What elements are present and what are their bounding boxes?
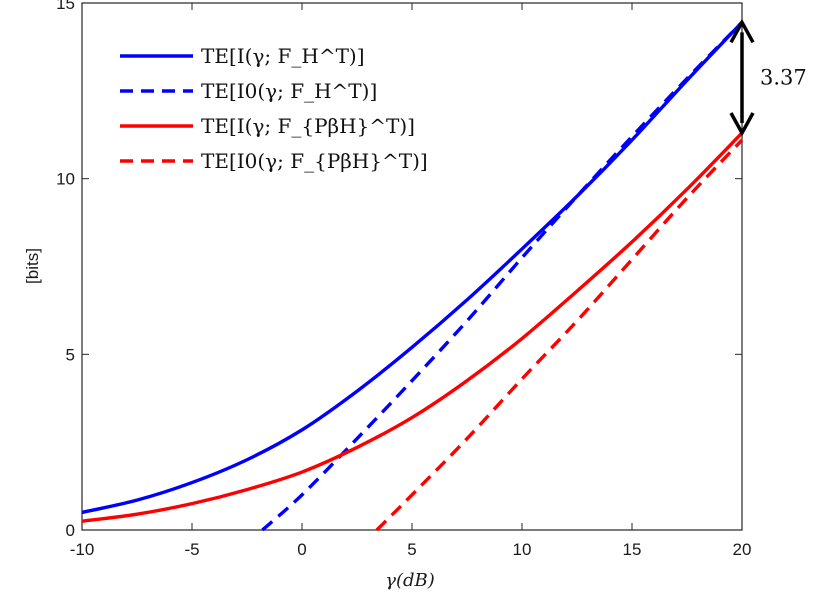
legend-label-4: TE[I0(γ; F_{PβH}^T)]	[201, 149, 428, 173]
y-tick-label: 10	[56, 170, 75, 189]
axes-box	[81, 2, 743, 531]
ticks: -10 -5 0 5 10 15 20 0 5 10 15	[56, 0, 751, 559]
series-line-1	[81, 21, 744, 515]
x-tick-label: 10	[513, 540, 532, 559]
y-tick-label: 0	[66, 521, 75, 540]
plot-area-frame	[81, 2, 743, 531]
series-line-2	[261, 21, 744, 532]
x-tick-label: 20	[733, 540, 752, 559]
y-tick-label: 15	[56, 0, 75, 13]
x-tick-label: 5	[407, 540, 416, 559]
series-line-3	[81, 131, 744, 523]
series-line-4	[375, 138, 744, 532]
x-tick-label: -5	[184, 540, 199, 559]
series-layer	[81, 21, 744, 532]
legend: TE[I(γ; F_H^T)] TE[I0(γ; F_H^T)] TE[I(γ; F…	[120, 44, 428, 173]
y-tick-label: 5	[66, 345, 75, 364]
x-tick-label: 15	[623, 540, 642, 559]
gap-arrow-head-top	[729, 18, 755, 44]
gap-annotation-label: 3.37	[760, 66, 807, 90]
gap-arrow-head-bottom	[729, 112, 755, 137]
annotation-layer: 3.37	[729, 18, 807, 137]
legend-label-3: TE[I(γ; F_{PβH}^T)]	[201, 114, 415, 138]
x-axis-label: γ(dB)	[385, 570, 435, 591]
legend-label-2: TE[I0(γ; F_H^T)]	[201, 79, 377, 103]
x-tick-label: 0	[297, 540, 306, 559]
x-tick-label: -10	[70, 540, 95, 559]
legend-label-1: TE[I(γ; F_H^T)]	[201, 44, 365, 68]
y-axis-label: [bits]	[23, 248, 42, 284]
